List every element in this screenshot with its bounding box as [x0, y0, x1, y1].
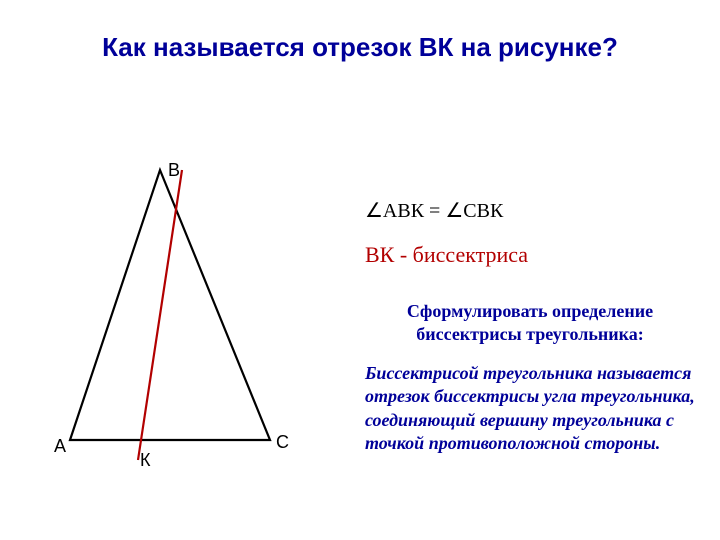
task-line2: биссектрисы треугольника:	[416, 324, 643, 344]
task-line1: Сформулировать определение	[407, 301, 653, 321]
slide-title: Как называется отрезок ВК на рисунке?	[0, 32, 720, 63]
vertex-label-k: К	[140, 450, 151, 471]
angle-equation: ∠АВК = ∠СВК	[365, 198, 503, 223]
vertex-label-c: С	[276, 432, 289, 453]
bisector-name: ВК - биссектриса	[365, 242, 528, 268]
triangle-svg	[40, 160, 360, 480]
triangle-diagram: А В С К	[40, 160, 360, 480]
task-text: Сформулировать определение биссектрисы т…	[380, 300, 680, 345]
definition-text: Биссектрисой треугольника называется отр…	[365, 362, 695, 456]
vertex-label-a: А	[54, 436, 66, 457]
slide: Как называется отрезок ВК на рисунке? А …	[0, 0, 720, 540]
vertex-label-b: В	[168, 160, 180, 181]
triangle-shape	[70, 170, 270, 440]
